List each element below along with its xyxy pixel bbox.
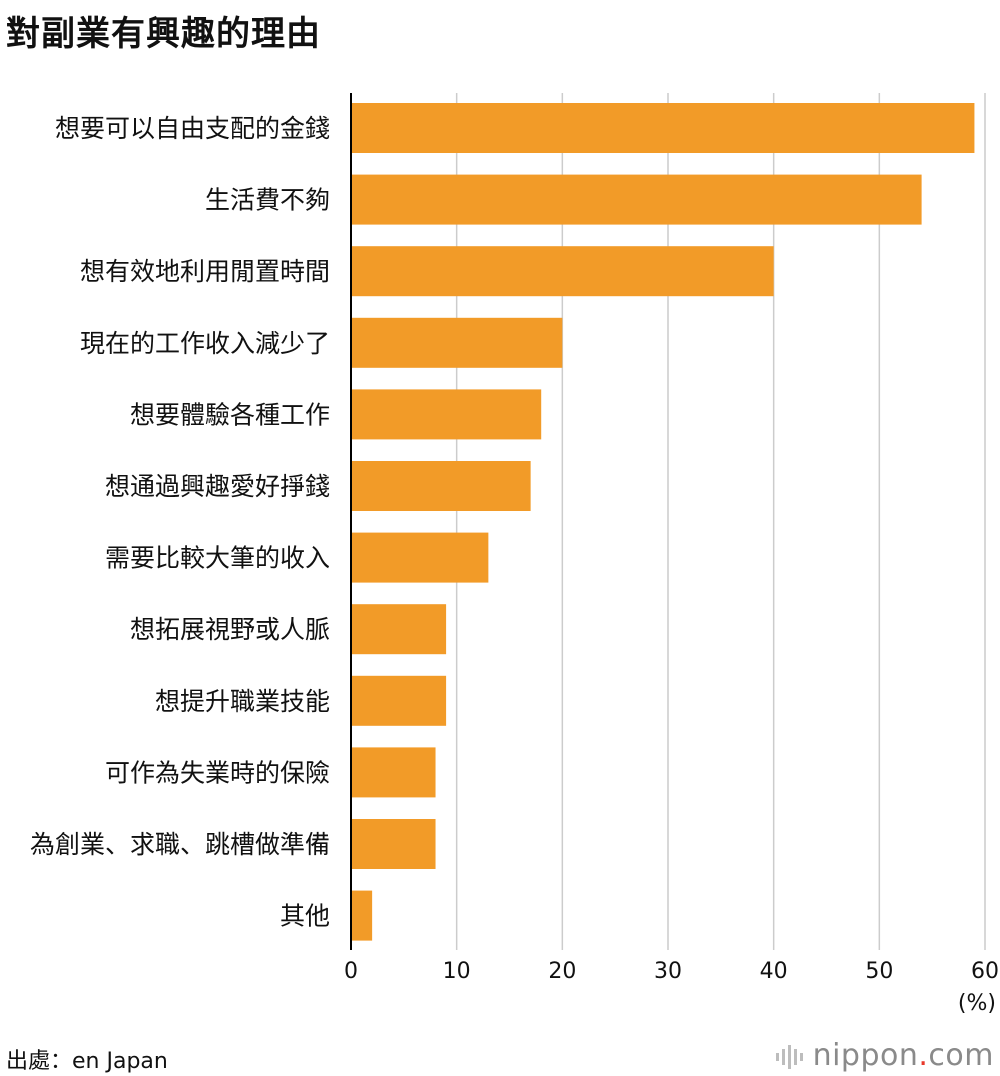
- brand-name: nippon: [812, 1038, 919, 1073]
- x-axis-ticks: 0 10 20 30 40 50 60: [344, 959, 999, 984]
- category-labels: 想要可以自由支配的金錢生活費不夠想有效地利用閒置時間現在的工作收入減少了想要體驗…: [30, 114, 330, 931]
- bar-chart: 想要可以自由支配的金錢生活費不夠想有效地利用閒置時間現在的工作收入減少了想要體驗…: [30, 93, 999, 1016]
- category-label: 需要比較大筆的收入: [105, 544, 330, 573]
- category-label: 想提升職業技能: [155, 687, 330, 716]
- x-axis-unit: (%): [958, 991, 996, 1016]
- bar: [351, 174, 922, 225]
- category-label: 其他: [280, 902, 330, 931]
- category-label: 想要體驗各種工作: [130, 400, 330, 429]
- category-label: 為創業、求職、跳槽做準備: [30, 830, 330, 859]
- category-label: 可作為失業時的保險: [105, 758, 330, 787]
- source-note: 出處：en Japan: [6, 1049, 168, 1074]
- bar: [351, 675, 447, 726]
- x-tick-label: 0: [344, 959, 358, 984]
- x-tick-label: 60: [971, 959, 999, 984]
- category-label: 想通過興趣愛好掙錢: [105, 472, 330, 501]
- bar: [351, 246, 774, 297]
- x-tick-label: 50: [865, 959, 893, 984]
- gridlines: [455, 93, 986, 950]
- chart-title: 對副業有興趣的理由: [6, 14, 321, 54]
- brand-suffix: com: [928, 1038, 994, 1073]
- bar: [351, 389, 542, 440]
- x-tick-label: 20: [548, 959, 576, 984]
- bar: [351, 604, 447, 655]
- x-tick-label: 40: [760, 959, 788, 984]
- sound-bars-icon: [775, 1044, 803, 1069]
- brand-logo: nippon.com: [775, 1038, 994, 1073]
- x-tick-label: 10: [443, 959, 471, 984]
- category-label: 生活費不夠: [205, 186, 330, 215]
- bar: [351, 819, 436, 869]
- bar: [351, 747, 436, 798]
- brand-dot: .: [918, 1038, 929, 1073]
- bar: [351, 890, 373, 941]
- category-label: 想拓展視野或人脈: [130, 615, 330, 644]
- bar: [351, 103, 975, 153]
- category-label: 現在的工作收入減少了: [80, 329, 330, 358]
- bar: [351, 317, 563, 368]
- x-tick-label: 30: [654, 959, 682, 984]
- category-label: 想有效地利用閒置時間: [80, 257, 330, 286]
- bar: [351, 532, 489, 583]
- category-label: 想要可以自由支配的金錢: [55, 114, 330, 143]
- bar: [351, 461, 531, 511]
- bars: [351, 103, 975, 941]
